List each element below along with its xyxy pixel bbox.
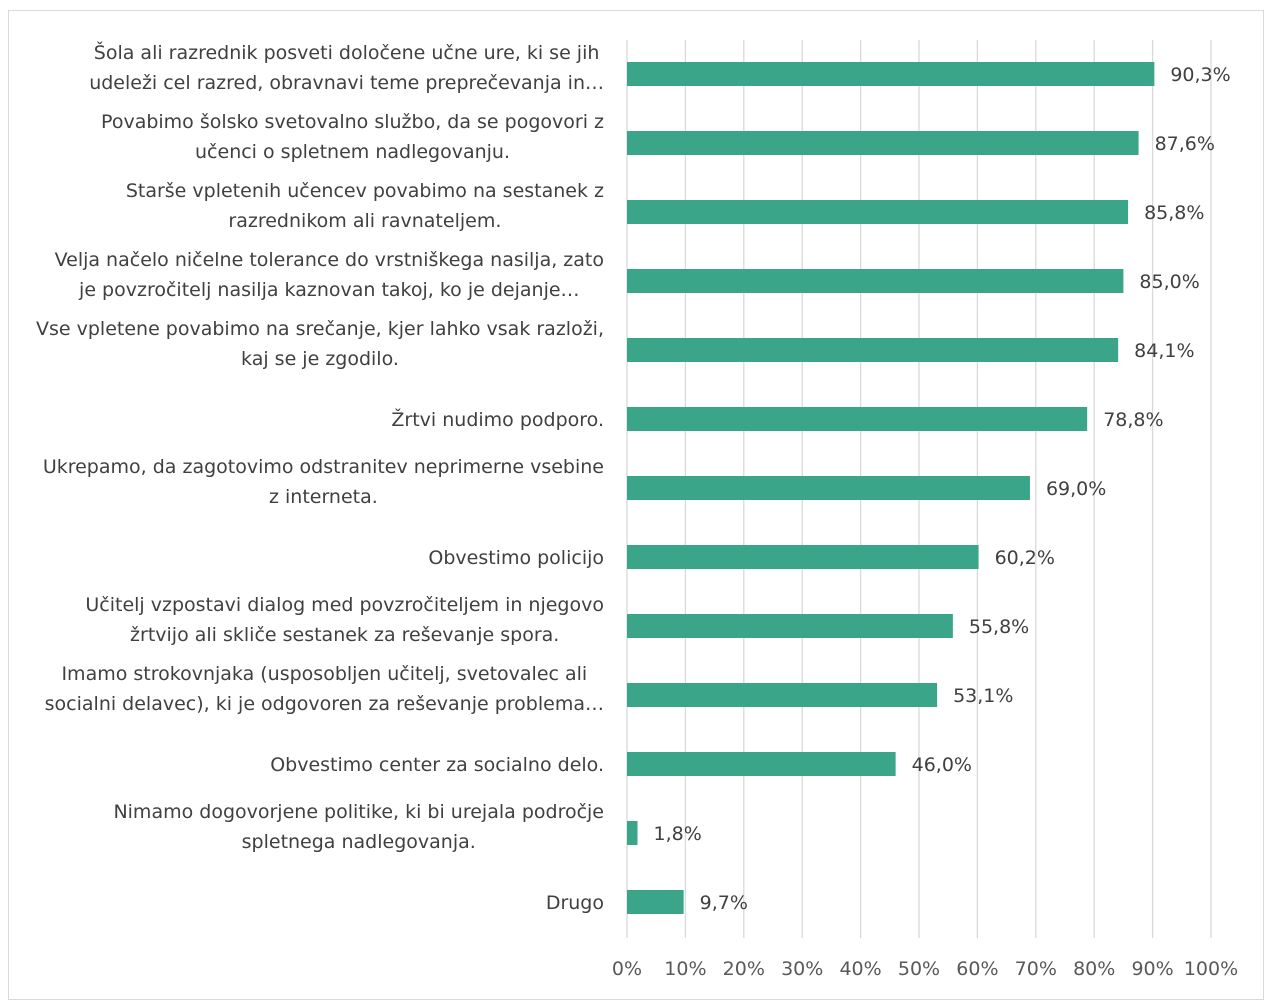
category-label: Žrtvi nudimo podporo. [391, 408, 604, 431]
category-label: Šola ali razrednik posveti določene učne… [94, 40, 600, 64]
bar [627, 407, 1088, 431]
data-label: 85,0% [1139, 271, 1199, 293]
bar [627, 338, 1119, 362]
value-labels: 90,3% 87,6% 85,8% 85,0% 84,1% 78,8% 69,0% 60,2%… [654, 64, 1231, 914]
category-label: je povzročitelj nasilja kaznovan takoj, … [78, 279, 580, 301]
bar [627, 545, 979, 569]
bar [627, 131, 1139, 155]
category-label: Starše vpletenih učencev povabimo na ses… [126, 180, 604, 202]
bar [627, 62, 1155, 86]
category-label: Obvestimo center za socialno delo. [270, 754, 604, 776]
x-tick-label: 60% [956, 958, 998, 980]
bar [627, 752, 896, 776]
bar [627, 821, 638, 845]
x-tick-label: 0% [612, 958, 642, 980]
category-label: Vse vpletene povabimo na srečanje, kjer … [36, 318, 604, 340]
data-label: 60,2% [995, 547, 1055, 569]
category-label: Imamo strokovnjaka (usposobljen učitelj,… [61, 663, 587, 685]
category-label: z interneta. [269, 486, 378, 508]
data-label: 9,7% [700, 892, 748, 914]
category-label: žrtvijo ali skliče sestanek za reševanje… [130, 624, 559, 646]
x-tick-label: 30% [781, 958, 823, 980]
data-label: 69,0% [1046, 478, 1106, 500]
x-tick-label: 70% [1015, 958, 1057, 980]
category-label: Povabimo šolsko svetovalno službo, da se… [101, 111, 604, 133]
bar [627, 269, 1124, 293]
bar [627, 614, 953, 638]
x-tick-label: 90% [1131, 958, 1173, 980]
data-label: 87,6% [1155, 133, 1215, 155]
x-tick-label: 10% [664, 958, 706, 980]
data-label: 55,8% [969, 616, 1029, 638]
category-label: Velja načelo ničelne tolerance do vrstni… [55, 249, 604, 271]
category-label: učenci o spletnem nadlegovanju. [195, 141, 510, 163]
category-label: spletnega nadlegovanja. [242, 831, 476, 853]
category-labels: Šola ali razrednik posveti določene učne… [36, 40, 604, 914]
x-tick-label: 80% [1073, 958, 1115, 980]
data-label: 85,8% [1144, 202, 1204, 224]
bar [627, 890, 684, 914]
x-tick-label: 100% [1184, 958, 1238, 980]
bars [627, 62, 1155, 914]
x-tick-label: 40% [839, 958, 881, 980]
gridlines [626, 40, 1212, 938]
category-label: Učitelj vzpostavi dialog med povzročitel… [85, 594, 604, 616]
data-label: 53,1% [953, 685, 1013, 707]
x-tick-label: 20% [723, 958, 765, 980]
category-label: Nimamo dogovorjene politike, ki bi ureja… [113, 801, 604, 823]
bar [627, 476, 1030, 500]
data-label: 46,0% [912, 754, 972, 776]
category-label: kaj se je zgodilo. [241, 348, 399, 370]
category-label: Obvestimo policijo [428, 547, 604, 569]
data-label: 84,1% [1134, 340, 1194, 362]
data-label: 90,3% [1170, 64, 1230, 86]
category-label: Drugo [546, 892, 604, 914]
data-label: 78,8% [1103, 409, 1163, 431]
bar [627, 683, 938, 707]
x-tick-label: 50% [898, 958, 940, 980]
category-label: razrednikom ali ravnateljem. [228, 210, 501, 232]
x-axis-ticks: 0% 10% 20% 30% 40% 50% 60% 70% 80% 90% 100% [612, 958, 1238, 980]
category-label: udeleži cel razred, obravnavi teme prepr… [89, 72, 604, 94]
data-label: 1,8% [654, 823, 702, 845]
category-label: Ukrepamo, da zagotovimo odstranitev nepr… [43, 456, 604, 478]
category-label: socialni delavec), ki je odgovoren za re… [45, 693, 604, 715]
bar [627, 200, 1129, 224]
